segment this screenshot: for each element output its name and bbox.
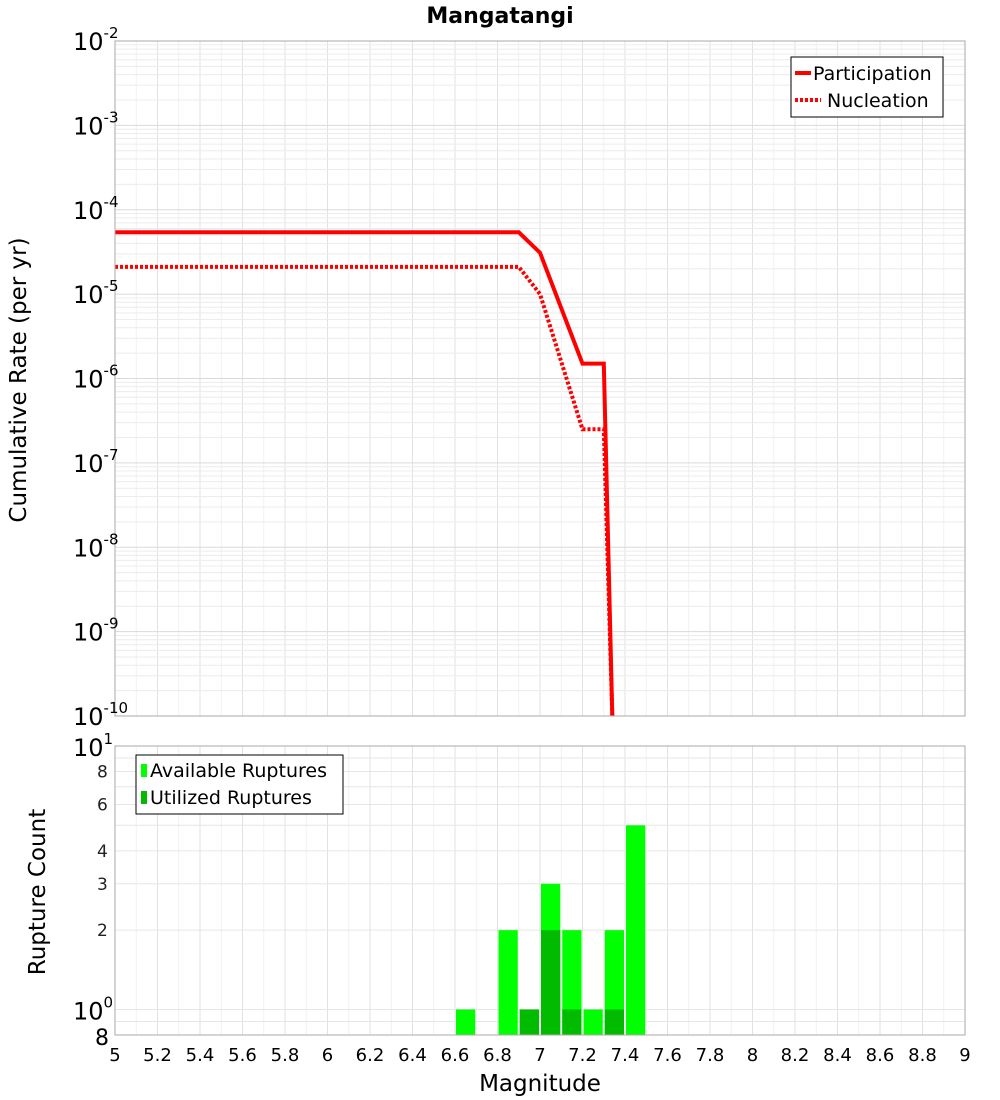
x-tick-label: 8.8: [908, 1045, 937, 1066]
count-y-tick-label: 2: [97, 921, 108, 941]
rate-y-tick-label: 10-7: [73, 446, 119, 478]
utilized-bar: [562, 1009, 582, 1035]
x-tick-label: 6.6: [441, 1045, 470, 1066]
rate-y-axis-ticks: 10-10 10-9 10-8 10-7 10-6 10-5 10-4 10-3 10-2: [73, 24, 128, 731]
x-tick-label: 6.4: [398, 1045, 427, 1066]
rate-legend-box: [790, 56, 944, 118]
rate-y-tick-label: 10-6: [73, 362, 119, 394]
rate-y-tick-label: 10-9: [73, 615, 119, 647]
x-tick-label: 6: [322, 1045, 333, 1066]
x-tick-label: 8.6: [866, 1045, 895, 1066]
series-participation: [115, 230, 615, 717]
x-tick-label: 8: [747, 1045, 758, 1066]
x-tick-label: 7: [534, 1045, 545, 1066]
count-y-tick-label: 6: [97, 795, 108, 815]
rate-plot-grid: [114, 41, 966, 717]
rate-y-axis-label: Cumulative Rate (per yr): [6, 237, 32, 522]
x-tick-label: 7.6: [653, 1045, 682, 1066]
x-tick-label: 9: [959, 1045, 970, 1066]
count-plot-border: [114, 745, 966, 1036]
x-tick-label: 8.4: [823, 1045, 852, 1066]
rate-y-tick-label: 10-5: [73, 277, 119, 309]
rate-plot-border: [114, 40, 966, 717]
rate-legend: Participation Nucleation: [790, 56, 944, 118]
utilized-bar: [519, 1009, 539, 1035]
chart-title: Mangatangi: [426, 4, 573, 29]
legend-available-label: Available Ruptures: [150, 760, 327, 782]
rate-y-tick-label: 10-3: [73, 108, 119, 140]
x-tick-label: 7.8: [696, 1045, 725, 1066]
count-y-tick-label: 4: [97, 842, 108, 862]
legend-available-swatch: [141, 764, 147, 777]
count-y-tick-major-label: 100: [73, 993, 113, 1025]
x-tick-label: 5.8: [271, 1045, 300, 1066]
legend-participation-label: Participation: [813, 63, 932, 85]
count-y-axis-label: Rupture Count: [25, 809, 51, 975]
available-bar: [604, 930, 624, 1035]
available-bar: [583, 1009, 603, 1035]
x-tick-label: 5.6: [228, 1045, 257, 1066]
count-y-tick-label: 8: [97, 763, 108, 783]
x-tick-label: 5.2: [143, 1045, 172, 1066]
legend-utilized-label: Utilized Ruptures: [150, 787, 312, 809]
x-tick-label: 6.2: [356, 1045, 385, 1066]
x-tick-label: 8.2: [781, 1045, 810, 1066]
legend-nucleation-label: Nucleation: [827, 90, 929, 112]
utilized-bar: [541, 930, 561, 1035]
rate-y-tick-label: 10-10: [73, 699, 128, 731]
series-nucleation: [115, 264, 615, 717]
available-bar: [562, 930, 582, 1035]
magnitude-x-axis-ticks: 5 5.2 5.4 5.6 5.8 6 6.2 6.4 6.6 6.8 7 7.2 7.4 7.6 7.8 8…: [109, 1045, 970, 1066]
legend-utilized-swatch: [141, 791, 147, 804]
available-bar: [456, 1009, 476, 1035]
x-tick-label: 7.2: [568, 1045, 597, 1066]
count-plot-bars: [114, 745, 966, 1036]
count-y-tick-major-label: 101: [73, 730, 113, 762]
rate-y-tick-label: 10-8: [73, 530, 119, 562]
available-bar: [626, 825, 646, 1035]
count-y-tick-label: 3: [97, 875, 108, 895]
rate-plot-series: [114, 40, 966, 717]
utilized-bar: [604, 1009, 624, 1035]
rate-y-tick-label: 10-4: [73, 193, 119, 225]
x-axis-label: Magnitude: [479, 1071, 601, 1097]
x-tick-label: 6.8: [483, 1045, 512, 1066]
x-tick-label: 5.4: [186, 1045, 215, 1066]
x-tick-label: 5: [109, 1045, 120, 1066]
count-y-tick-label: 8: [95, 1026, 109, 1051]
rate-y-tick-label: 10-2: [73, 24, 119, 56]
available-bar: [498, 930, 518, 1035]
count-legend: Available Ruptures Utilized Ruptures: [135, 754, 344, 815]
x-tick-label: 7.4: [611, 1045, 640, 1066]
count-legend-box: [135, 754, 344, 815]
